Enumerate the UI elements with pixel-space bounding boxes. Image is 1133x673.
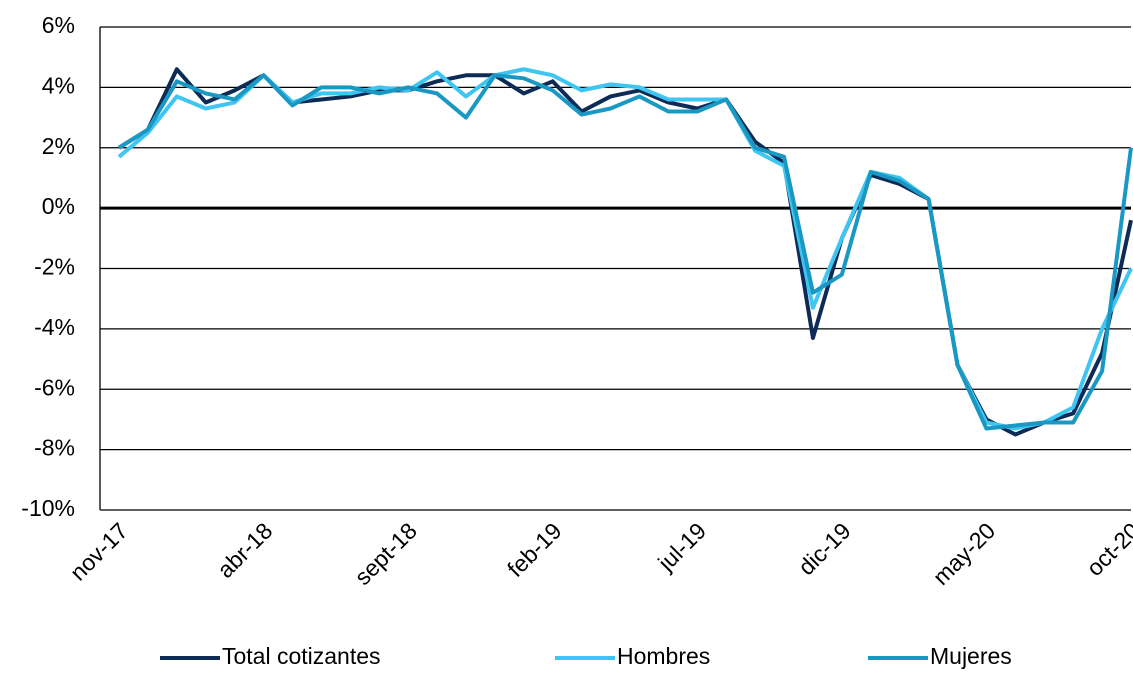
x-tick-label: jul-19 — [652, 517, 711, 576]
y-tick-label: -10% — [21, 495, 75, 521]
legend-label: Mujeres — [930, 643, 1012, 669]
x-tick-label: nov-17 — [65, 517, 133, 585]
y-tick-label: 4% — [42, 72, 75, 98]
x-tick-label: dic-19 — [793, 517, 856, 580]
y-tick-label: -8% — [34, 435, 75, 461]
y-tick-label: 2% — [42, 133, 75, 159]
y-tick-label: -2% — [34, 254, 75, 280]
x-tick-label: feb-19 — [502, 517, 567, 582]
y-tick-label: -6% — [34, 374, 75, 400]
x-tick-label: oct-20 — [1081, 517, 1133, 581]
x-tick-label: may-20 — [928, 517, 1001, 590]
legend-label: Hombres — [617, 643, 710, 669]
y-tick-label: 6% — [42, 12, 75, 38]
line-series — [117, 67, 1133, 431]
x-tick-label: sept-18 — [349, 517, 422, 590]
legend-label: Total cotizantes — [222, 643, 381, 669]
line-series — [117, 73, 1133, 431]
y-tick-label: -4% — [34, 314, 75, 340]
line-series — [117, 67, 1133, 437]
y-tick-label: 0% — [42, 193, 75, 219]
x-tick-label: abr-18 — [212, 517, 277, 582]
